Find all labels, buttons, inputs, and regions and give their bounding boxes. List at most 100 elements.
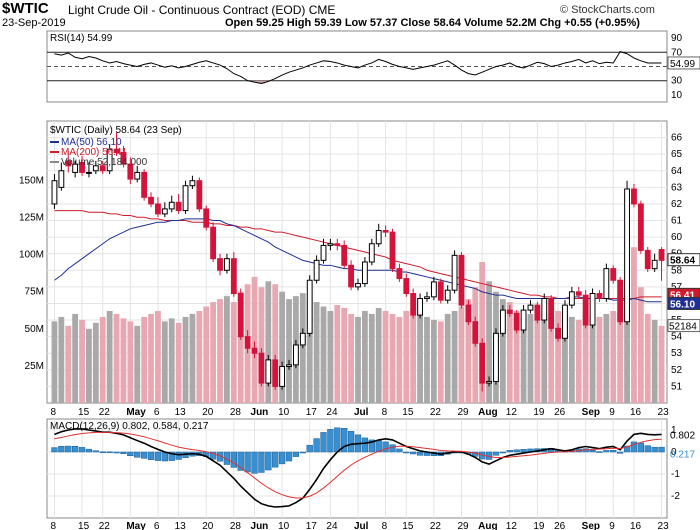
volume-bar xyxy=(527,313,534,403)
rsi-tick-label: 30 xyxy=(671,76,683,87)
price-x-tick-label: Jun xyxy=(251,407,269,418)
candle-body xyxy=(244,336,251,349)
candle-body xyxy=(196,180,203,210)
volume-bar xyxy=(389,313,396,403)
volume-bar xyxy=(348,313,354,403)
volume-bar xyxy=(65,325,72,403)
candle-body xyxy=(562,304,568,339)
macd-last-value-label: 0.802 xyxy=(670,430,695,441)
candle-body xyxy=(299,332,306,346)
macd-histogram-bar xyxy=(299,451,306,454)
price-x-tick-label: 8 xyxy=(382,407,388,418)
candle-body xyxy=(541,297,548,321)
macd-x-tick-label: 13 xyxy=(175,521,187,530)
candle-body xyxy=(451,254,458,291)
macd-x-tick-label: 16 xyxy=(630,521,642,530)
ma50-line xyxy=(54,218,662,303)
candle-body xyxy=(631,188,637,205)
price-tick-label: 66 xyxy=(671,133,683,144)
volume-bar xyxy=(541,313,548,403)
volume-bar xyxy=(230,302,237,403)
price-legend-title: $WTIC (Daily) 58.64 (23 Sep) xyxy=(50,125,182,136)
volume-last-value-box xyxy=(667,319,700,333)
macd-histogram-bar xyxy=(334,427,341,453)
macd-tick-label: -1 xyxy=(671,469,680,480)
macd-histogram-bar xyxy=(313,438,320,453)
macd-x-tick-label: 15 xyxy=(78,521,90,530)
price-x-tick-label: 9 xyxy=(609,407,615,418)
volume-bar xyxy=(651,319,658,403)
macd-histogram-bar xyxy=(147,451,155,460)
candle-body xyxy=(161,208,168,215)
macd-histogram-bar xyxy=(71,446,79,453)
price-x-tick-label: May xyxy=(126,407,146,418)
macd-histogram-bar xyxy=(209,451,217,460)
volume-bar xyxy=(403,310,410,403)
candle-body xyxy=(403,278,410,295)
macd-histogram-bar xyxy=(347,431,355,453)
macd-x-tick-label: 24 xyxy=(326,521,338,530)
candle-body xyxy=(355,283,361,288)
macd-histogram-bar xyxy=(168,451,175,461)
candle-body xyxy=(341,244,348,266)
volume-bar xyxy=(86,328,92,403)
volume-bar xyxy=(458,306,465,403)
candle-body xyxy=(361,261,368,285)
macd-histogram-bar xyxy=(492,451,500,456)
volume-bar xyxy=(444,313,451,403)
macd-x-tick-label: 23 xyxy=(658,521,670,530)
macd-histogram-bar xyxy=(389,444,396,453)
macd-histogram-bar xyxy=(278,451,286,465)
volume-bar xyxy=(410,308,417,403)
volume-bar xyxy=(327,310,334,403)
candle-body xyxy=(86,171,92,174)
candle-body xyxy=(465,304,472,323)
candle-body xyxy=(141,171,148,198)
volume-bar xyxy=(624,306,630,403)
candle-body xyxy=(327,243,334,246)
macd-histogram-bar xyxy=(230,451,237,468)
rsi-legend: RSI(14) 54.99 xyxy=(50,33,113,44)
volume-bar xyxy=(148,313,154,403)
price-x-tick-label: 20 xyxy=(202,407,214,418)
candle-body xyxy=(444,289,451,301)
macd-histogram-last-value-label: 0.217 xyxy=(670,449,695,460)
volume-tick-label: 25M xyxy=(25,361,44,372)
macd-histogram-bar xyxy=(320,432,327,453)
macd-histogram-bar xyxy=(589,449,596,453)
macd-histogram-bar xyxy=(292,451,300,457)
price-x-tick-label: 12 xyxy=(506,407,518,418)
macd-x-tick-label: Jul xyxy=(354,521,369,530)
candle-body xyxy=(306,279,313,334)
candle-body xyxy=(72,163,79,173)
candle-body xyxy=(582,294,589,326)
candle-body xyxy=(286,364,292,368)
volume-bar xyxy=(286,299,292,403)
volume-bar xyxy=(72,313,79,403)
macd-x-tick-label: Jun xyxy=(251,521,269,530)
candle-body xyxy=(520,309,527,331)
volume-bar xyxy=(465,299,472,403)
candle-body xyxy=(58,170,65,188)
candle-body xyxy=(486,380,492,384)
rsi-oversold-fill xyxy=(257,80,265,84)
macd-x-tick-label: 8 xyxy=(50,521,56,530)
price-x-tick-label: 26 xyxy=(554,407,566,418)
macd-histogram-bar xyxy=(127,451,134,456)
candle-body xyxy=(658,249,665,261)
volume-bar xyxy=(362,310,368,403)
macd-x-tick-label: 9 xyxy=(609,521,615,530)
price-x-tick-label: 15 xyxy=(402,407,414,418)
macd-x-tick-label: 17 xyxy=(306,521,318,530)
volume-bar xyxy=(134,325,141,403)
macd-histogram-bar xyxy=(258,451,265,473)
price-x-tick-label: 17 xyxy=(306,407,318,418)
volume-bar xyxy=(368,313,375,403)
macd-histogram-bar xyxy=(637,442,645,453)
candle-body xyxy=(555,327,561,339)
macd-histogram-bar xyxy=(499,451,507,454)
rsi-tick-label: 90 xyxy=(671,33,683,44)
price-tick-label: 57 xyxy=(671,282,683,293)
volume-bar xyxy=(430,319,437,403)
macd-histogram-bar xyxy=(623,445,631,453)
